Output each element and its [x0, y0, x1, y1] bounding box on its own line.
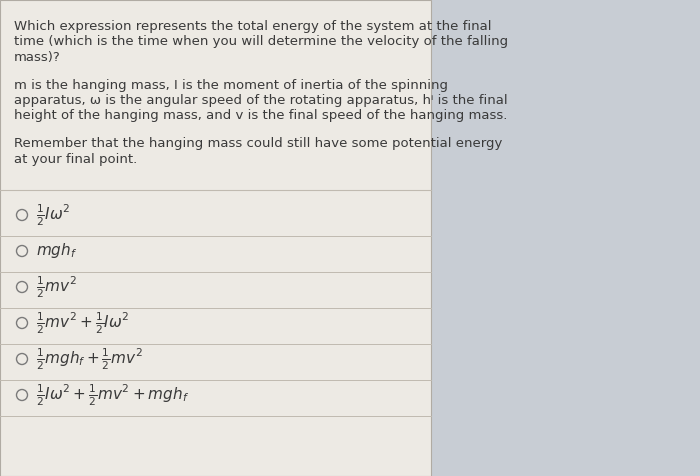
Text: $\frac{1}{2}mv^2$: $\frac{1}{2}mv^2$	[36, 274, 77, 300]
Text: $\frac{1}{2}mv^2 + \frac{1}{2}I\omega^2$: $\frac{1}{2}mv^2 + \frac{1}{2}I\omega^2$	[36, 310, 130, 336]
Text: at your final point.: at your final point.	[14, 152, 137, 166]
FancyBboxPatch shape	[0, 0, 430, 476]
Text: height of the hanging mass, and v is the final speed of the hanging mass.: height of the hanging mass, and v is the…	[14, 109, 508, 122]
Text: $\frac{1}{2}I\omega^2$: $\frac{1}{2}I\omega^2$	[36, 202, 71, 228]
Text: $\frac{1}{2}I\omega^2 + \frac{1}{2}mv^2 + mgh_f$: $\frac{1}{2}I\omega^2 + \frac{1}{2}mv^2 …	[36, 382, 189, 408]
Text: $mgh_f$: $mgh_f$	[36, 241, 77, 260]
Text: $\frac{1}{2}mgh_f + \frac{1}{2}mv^2$: $\frac{1}{2}mgh_f + \frac{1}{2}mv^2$	[36, 346, 143, 372]
Text: m is the hanging mass, I is the moment of inertia of the spinning: m is the hanging mass, I is the moment o…	[14, 79, 448, 91]
Text: time (which is the time when you will determine the velocity of the falling: time (which is the time when you will de…	[14, 36, 508, 49]
Text: apparatus, ω is the angular speed of the rotating apparatus, hⁱ is the final: apparatus, ω is the angular speed of the…	[14, 94, 508, 107]
Text: Remember that the hanging mass could still have some potential energy: Remember that the hanging mass could sti…	[14, 137, 503, 150]
Text: Which expression represents the total energy of the system at the final: Which expression represents the total en…	[14, 20, 491, 33]
Text: mass)?: mass)?	[14, 51, 61, 64]
